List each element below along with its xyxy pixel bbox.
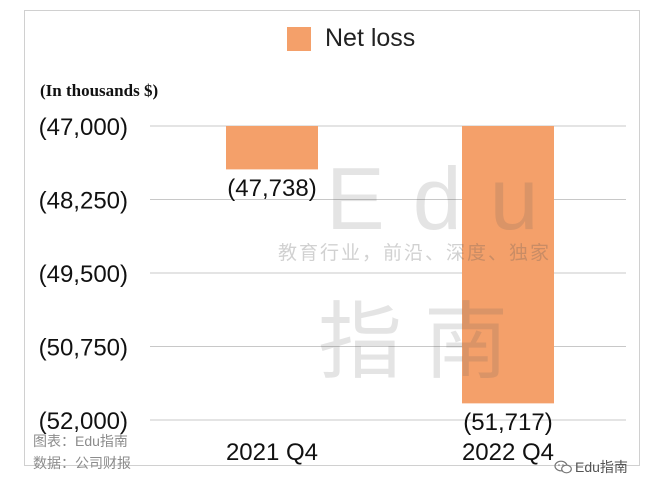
data-label: (51,717) xyxy=(463,409,552,436)
brand-badge: Edu指南 xyxy=(554,457,628,477)
data-label: (47,738) xyxy=(227,175,316,202)
x-tick-label: 2021 Q4 xyxy=(226,439,318,466)
y-tick-label: (47,000) xyxy=(39,114,128,141)
legend-swatch xyxy=(287,26,311,51)
y-tick-label: (48,250) xyxy=(39,188,128,215)
y-tick-label: (52,000) xyxy=(39,408,128,435)
y-tick-label: (49,500) xyxy=(39,261,128,288)
data-source: 数据：公司财报 xyxy=(33,455,131,471)
y-axis-unit-label: (In thousands $) xyxy=(40,81,159,100)
legend-label: Net loss xyxy=(325,24,416,52)
y-tick-label: (50,750) xyxy=(39,335,128,362)
watermark-tagline: 教育行业，前沿、深度、独家 xyxy=(278,243,552,264)
bar xyxy=(462,126,554,404)
watermark-cjk: 指南 xyxy=(318,295,531,389)
chart-credit: 图表：Edu指南 xyxy=(33,433,128,449)
brand-badge-text: Edu指南 xyxy=(575,459,628,475)
x-tick-label: 2022 Q4 xyxy=(462,439,554,466)
legend: Net loss xyxy=(287,24,415,53)
bar xyxy=(226,126,318,170)
wechat-icon xyxy=(554,460,572,474)
watermark-latin: Edu xyxy=(326,149,567,248)
chart-frame xyxy=(24,10,640,466)
